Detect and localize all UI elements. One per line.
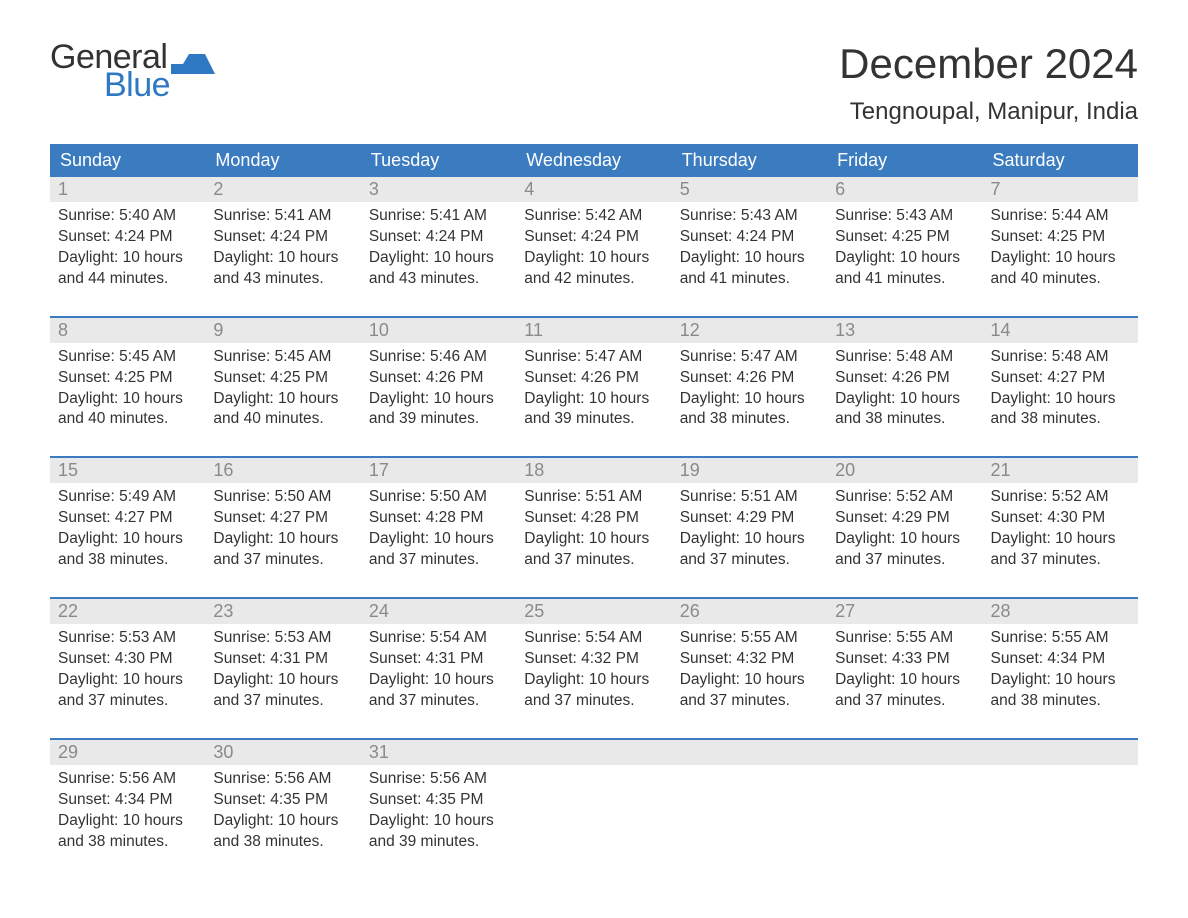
location-subtitle: Tengnoupal, Manipur, India xyxy=(839,98,1138,126)
brand-word-2: Blue xyxy=(104,68,215,102)
day-details: Sunrise: 5:44 AMSunset: 4:25 PMDaylight:… xyxy=(983,202,1138,317)
day-details: Sunrise: 5:46 AMSunset: 4:26 PMDaylight:… xyxy=(361,343,516,458)
day-details: Sunrise: 5:51 AMSunset: 4:29 PMDaylight:… xyxy=(672,483,827,598)
day-details: Sunrise: 5:53 AMSunset: 4:30 PMDaylight:… xyxy=(50,624,205,739)
day-detail-row: Sunrise: 5:40 AMSunset: 4:24 PMDaylight:… xyxy=(50,202,1138,317)
day-details: Sunrise: 5:47 AMSunset: 4:26 PMDaylight:… xyxy=(672,343,827,458)
day-details: Sunrise: 5:43 AMSunset: 4:24 PMDaylight:… xyxy=(672,202,827,317)
day-number: 5 xyxy=(672,177,827,202)
day-details: Sunrise: 5:54 AMSunset: 4:32 PMDaylight:… xyxy=(516,624,671,739)
day-number-row: 1234567 xyxy=(50,177,1138,202)
day-number-row: 22232425262728 xyxy=(50,599,1138,624)
day-number: 31 xyxy=(361,740,516,765)
day-details: Sunrise: 5:56 AMSunset: 4:35 PMDaylight:… xyxy=(361,765,516,861)
day-number: 15 xyxy=(50,458,205,483)
day-details: Sunrise: 5:53 AMSunset: 4:31 PMDaylight:… xyxy=(205,624,360,739)
day-number: 17 xyxy=(361,458,516,483)
empty-cell xyxy=(983,765,1138,861)
day-details: Sunrise: 5:50 AMSunset: 4:27 PMDaylight:… xyxy=(205,483,360,598)
day-details: Sunrise: 5:49 AMSunset: 4:27 PMDaylight:… xyxy=(50,483,205,598)
day-number-row: 293031 xyxy=(50,740,1138,765)
day-number: 11 xyxy=(516,318,671,343)
day-details: Sunrise: 5:41 AMSunset: 4:24 PMDaylight:… xyxy=(205,202,360,317)
day-details: Sunrise: 5:42 AMSunset: 4:24 PMDaylight:… xyxy=(516,202,671,317)
weekday-header: Tuesday xyxy=(361,144,516,177)
day-detail-row: Sunrise: 5:49 AMSunset: 4:27 PMDaylight:… xyxy=(50,483,1138,598)
day-details: Sunrise: 5:56 AMSunset: 4:35 PMDaylight:… xyxy=(205,765,360,861)
brand-logo: General Blue xyxy=(50,40,215,102)
day-number: 29 xyxy=(50,740,205,765)
weekday-header: Friday xyxy=(827,144,982,177)
day-number: 26 xyxy=(672,599,827,624)
day-details: Sunrise: 5:52 AMSunset: 4:29 PMDaylight:… xyxy=(827,483,982,598)
day-number: 18 xyxy=(516,458,671,483)
day-number: 14 xyxy=(983,318,1138,343)
weekday-header: Wednesday xyxy=(516,144,671,177)
empty-cell xyxy=(516,740,671,765)
day-number: 24 xyxy=(361,599,516,624)
day-number: 25 xyxy=(516,599,671,624)
weekday-header: Monday xyxy=(205,144,360,177)
day-details: Sunrise: 5:52 AMSunset: 4:30 PMDaylight:… xyxy=(983,483,1138,598)
day-details: Sunrise: 5:41 AMSunset: 4:24 PMDaylight:… xyxy=(361,202,516,317)
day-number: 12 xyxy=(672,318,827,343)
day-details: Sunrise: 5:45 AMSunset: 4:25 PMDaylight:… xyxy=(50,343,205,458)
day-details: Sunrise: 5:40 AMSunset: 4:24 PMDaylight:… xyxy=(50,202,205,317)
day-details: Sunrise: 5:50 AMSunset: 4:28 PMDaylight:… xyxy=(361,483,516,598)
day-number: 9 xyxy=(205,318,360,343)
day-number: 21 xyxy=(983,458,1138,483)
day-number: 27 xyxy=(827,599,982,624)
day-number: 16 xyxy=(205,458,360,483)
day-number: 4 xyxy=(516,177,671,202)
day-number: 6 xyxy=(827,177,982,202)
month-title: December 2024 xyxy=(839,40,1138,88)
day-number: 2 xyxy=(205,177,360,202)
day-details: Sunrise: 5:56 AMSunset: 4:34 PMDaylight:… xyxy=(50,765,205,861)
weekday-header: Saturday xyxy=(983,144,1138,177)
day-details: Sunrise: 5:55 AMSunset: 4:34 PMDaylight:… xyxy=(983,624,1138,739)
empty-cell xyxy=(827,765,982,861)
day-number-row: 15161718192021 xyxy=(50,458,1138,483)
day-detail-row: Sunrise: 5:53 AMSunset: 4:30 PMDaylight:… xyxy=(50,624,1138,739)
day-number: 28 xyxy=(983,599,1138,624)
day-details: Sunrise: 5:54 AMSunset: 4:31 PMDaylight:… xyxy=(361,624,516,739)
day-details: Sunrise: 5:47 AMSunset: 4:26 PMDaylight:… xyxy=(516,343,671,458)
day-number: 1 xyxy=(50,177,205,202)
day-details: Sunrise: 5:51 AMSunset: 4:28 PMDaylight:… xyxy=(516,483,671,598)
weekday-header-row: Sunday Monday Tuesday Wednesday Thursday… xyxy=(50,144,1138,177)
empty-cell xyxy=(672,740,827,765)
day-details: Sunrise: 5:48 AMSunset: 4:27 PMDaylight:… xyxy=(983,343,1138,458)
day-details: Sunrise: 5:55 AMSunset: 4:33 PMDaylight:… xyxy=(827,624,982,739)
empty-cell xyxy=(983,740,1138,765)
day-number: 10 xyxy=(361,318,516,343)
empty-cell xyxy=(516,765,671,861)
day-number: 3 xyxy=(361,177,516,202)
weekday-header: Thursday xyxy=(672,144,827,177)
weekday-header: Sunday xyxy=(50,144,205,177)
day-number: 20 xyxy=(827,458,982,483)
day-details: Sunrise: 5:48 AMSunset: 4:26 PMDaylight:… xyxy=(827,343,982,458)
empty-cell xyxy=(827,740,982,765)
day-number: 13 xyxy=(827,318,982,343)
day-number: 8 xyxy=(50,318,205,343)
day-number: 7 xyxy=(983,177,1138,202)
day-details: Sunrise: 5:43 AMSunset: 4:25 PMDaylight:… xyxy=(827,202,982,317)
day-detail-row: Sunrise: 5:45 AMSunset: 4:25 PMDaylight:… xyxy=(50,343,1138,458)
day-detail-row: Sunrise: 5:56 AMSunset: 4:34 PMDaylight:… xyxy=(50,765,1138,861)
day-number: 19 xyxy=(672,458,827,483)
day-details: Sunrise: 5:55 AMSunset: 4:32 PMDaylight:… xyxy=(672,624,827,739)
calendar-table: Sunday Monday Tuesday Wednesday Thursday… xyxy=(50,144,1138,860)
day-number: 30 xyxy=(205,740,360,765)
day-number: 23 xyxy=(205,599,360,624)
day-number-row: 891011121314 xyxy=(50,318,1138,343)
day-number: 22 xyxy=(50,599,205,624)
page-header: General Blue December 2024 Tengnoupal, M… xyxy=(50,40,1138,134)
empty-cell xyxy=(672,765,827,861)
day-details: Sunrise: 5:45 AMSunset: 4:25 PMDaylight:… xyxy=(205,343,360,458)
